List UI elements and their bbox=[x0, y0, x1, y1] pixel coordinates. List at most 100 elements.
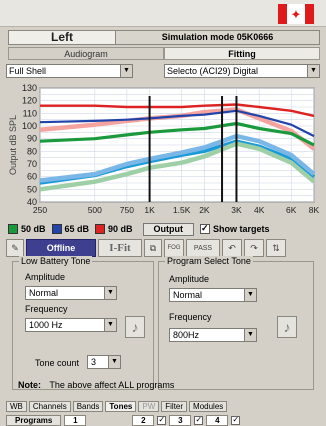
x-tick-label: 6K bbox=[286, 205, 297, 215]
battery-frequency-value: 1000 Hz bbox=[29, 320, 63, 330]
top-bar: ✦ bbox=[0, 0, 326, 27]
x-tick-label: 500 bbox=[88, 205, 102, 215]
canada-flag-icon: ✦ bbox=[278, 4, 314, 24]
x-tick-label: 250 bbox=[33, 205, 47, 215]
ifit-button[interactable]: I-Fit bbox=[98, 239, 142, 257]
legend-label: 90 dB bbox=[108, 224, 133, 234]
x-tick-label: 1K bbox=[144, 205, 155, 215]
program-1[interactable]: 1 bbox=[64, 414, 87, 426]
output-button[interactable]: Output bbox=[142, 222, 195, 236]
tab-modules[interactable]: Modules bbox=[189, 401, 228, 412]
battery-amplitude-value: Normal bbox=[29, 288, 59, 298]
y-tick-label: 60 bbox=[27, 172, 37, 182]
music-note-icon[interactable]: ♪ bbox=[277, 316, 297, 338]
tab-wb[interactable]: WB bbox=[6, 401, 27, 412]
y-tick-label: 70 bbox=[27, 159, 37, 169]
programs-label: Programs bbox=[6, 414, 62, 426]
side-label[interactable]: Left bbox=[8, 30, 116, 45]
undo-icon[interactable]: ↶ bbox=[222, 239, 242, 257]
tab-audiogram[interactable]: Audiogram bbox=[8, 47, 164, 60]
frequency-label: Frequency bbox=[169, 312, 212, 322]
tab-fitting[interactable]: Fitting bbox=[164, 47, 320, 60]
series-line bbox=[39, 121, 315, 147]
selector-row: Full Shell ▼ Selecto (ACI29) Digital ▼ bbox=[6, 64, 320, 78]
y-tick-label: 40 bbox=[27, 197, 37, 207]
view-tabs: Audiogram Fitting bbox=[8, 47, 320, 60]
program-2-checkbox[interactable] bbox=[157, 415, 167, 425]
show-targets-label: Show targets bbox=[213, 224, 270, 234]
x-tick-label: 8K bbox=[309, 205, 320, 215]
program-amplitude-select[interactable]: Normal ▼ bbox=[169, 288, 257, 302]
music-note-icon[interactable]: ♪ bbox=[125, 316, 145, 338]
title-bar: Left Simulation mode 05K0666 bbox=[8, 30, 320, 45]
tone-count-select[interactable]: 3 ▼ bbox=[87, 355, 121, 369]
legend-swatch bbox=[51, 224, 62, 234]
shell-select-value: Full Shell bbox=[9, 66, 47, 76]
pencil-icon[interactable]: ✎ bbox=[6, 239, 24, 257]
y-tick-label: 50 bbox=[27, 184, 37, 194]
legend-label: 65 dB bbox=[64, 224, 90, 234]
series-line bbox=[39, 141, 316, 192]
chevron-down-icon[interactable]: ▼ bbox=[104, 287, 116, 299]
tab-tones[interactable]: Tones bbox=[105, 401, 137, 412]
series-line bbox=[39, 133, 316, 183]
tone-count-label: Tone count bbox=[35, 358, 80, 368]
programs-row: Programs 1 2 3 4 bbox=[6, 414, 320, 426]
amplitude-label: Amplitude bbox=[25, 272, 66, 282]
chevron-down-icon[interactable]: ▼ bbox=[104, 319, 116, 331]
legend-swatch bbox=[95, 224, 106, 234]
y-tick-label: 120 bbox=[22, 96, 37, 106]
y-tick-label: 110 bbox=[23, 108, 37, 118]
x-tick-label: 4K bbox=[254, 205, 265, 215]
chevron-down-icon[interactable]: ▼ bbox=[244, 329, 256, 341]
x-tick-label: 1.5K bbox=[173, 205, 191, 215]
fog-icon[interactable]: FOG bbox=[164, 239, 184, 257]
program-3[interactable]: 3 bbox=[169, 414, 192, 426]
x-tick-label: 750 bbox=[120, 205, 134, 215]
shell-select[interactable]: Full Shell ▼ bbox=[6, 64, 133, 78]
frequency-label: Frequency bbox=[25, 304, 68, 314]
show-targets-checkbox[interactable] bbox=[200, 223, 211, 234]
legend-item-90db[interactable]: 90 dB bbox=[93, 224, 133, 234]
low-battery-tone-title: Low Battery Tone bbox=[19, 256, 93, 266]
tab-pw: PW bbox=[138, 401, 160, 412]
chevron-down-icon[interactable]: ▼ bbox=[120, 65, 132, 77]
note-text: The above affect ALL programs bbox=[49, 380, 175, 390]
x-tick-label: 3K bbox=[231, 205, 242, 215]
device-select[interactable]: Selecto (ACI29) Digital ▼ bbox=[164, 64, 320, 78]
program-frequency-select[interactable]: 800Hz ▼ bbox=[169, 328, 257, 342]
series-line bbox=[40, 103, 315, 118]
program-select-tone-title: Program Select Tone bbox=[165, 256, 253, 266]
y-axis-label: Output dB SPL bbox=[8, 115, 18, 175]
fitting-chart[interactable]: 130 120 110 100 90 80 70 60 50 40 250 500 750 1K 1.5K 2… bbox=[6, 82, 320, 222]
battery-frequency-select[interactable]: 1000 Hz ▼ bbox=[25, 318, 117, 332]
chevron-down-icon[interactable]: ▼ bbox=[108, 356, 120, 368]
amplitude-label: Amplitude bbox=[169, 274, 210, 284]
legend-item-50db[interactable]: 50 dB bbox=[6, 224, 46, 234]
y-tick-label: 90 bbox=[27, 134, 37, 144]
tab-filter[interactable]: Filter bbox=[161, 401, 188, 412]
tab-channels[interactable]: Channels bbox=[28, 401, 71, 412]
series-line bbox=[39, 109, 315, 138]
program-2[interactable]: 2 bbox=[132, 414, 155, 426]
tab-bands[interactable]: Bands bbox=[72, 401, 104, 412]
pass-icon[interactable]: PASS bbox=[186, 239, 220, 257]
y-tick-label: 130 bbox=[22, 83, 37, 93]
program-3-checkbox[interactable] bbox=[194, 415, 204, 425]
program-4-checkbox[interactable] bbox=[231, 415, 241, 425]
copy-icon[interactable]: ⧉ bbox=[144, 239, 162, 257]
chevron-down-icon[interactable]: ▼ bbox=[307, 65, 319, 77]
program-4[interactable]: 4 bbox=[206, 414, 229, 426]
low-battery-tone-panel: Low Battery Tone Amplitude Normal ▼ Freq… bbox=[12, 256, 154, 390]
legend-item-65db[interactable]: 65 dB bbox=[50, 224, 90, 234]
tone-count-value: 3 bbox=[91, 357, 97, 367]
program-select-tone-panel: Program Select Tone Amplitude Normal ▼ F… bbox=[158, 256, 314, 390]
fit-icon[interactable]: ⇅ bbox=[266, 239, 286, 257]
battery-amplitude-select[interactable]: Normal ▼ bbox=[25, 286, 117, 300]
chevron-down-icon[interactable]: ▼ bbox=[244, 289, 256, 301]
offline-button[interactable]: Offline bbox=[26, 239, 96, 257]
bottom-tabs: WB Channels Bands Tones PW Filter Module… bbox=[6, 401, 320, 412]
redo-icon[interactable]: ↷ bbox=[244, 239, 264, 257]
